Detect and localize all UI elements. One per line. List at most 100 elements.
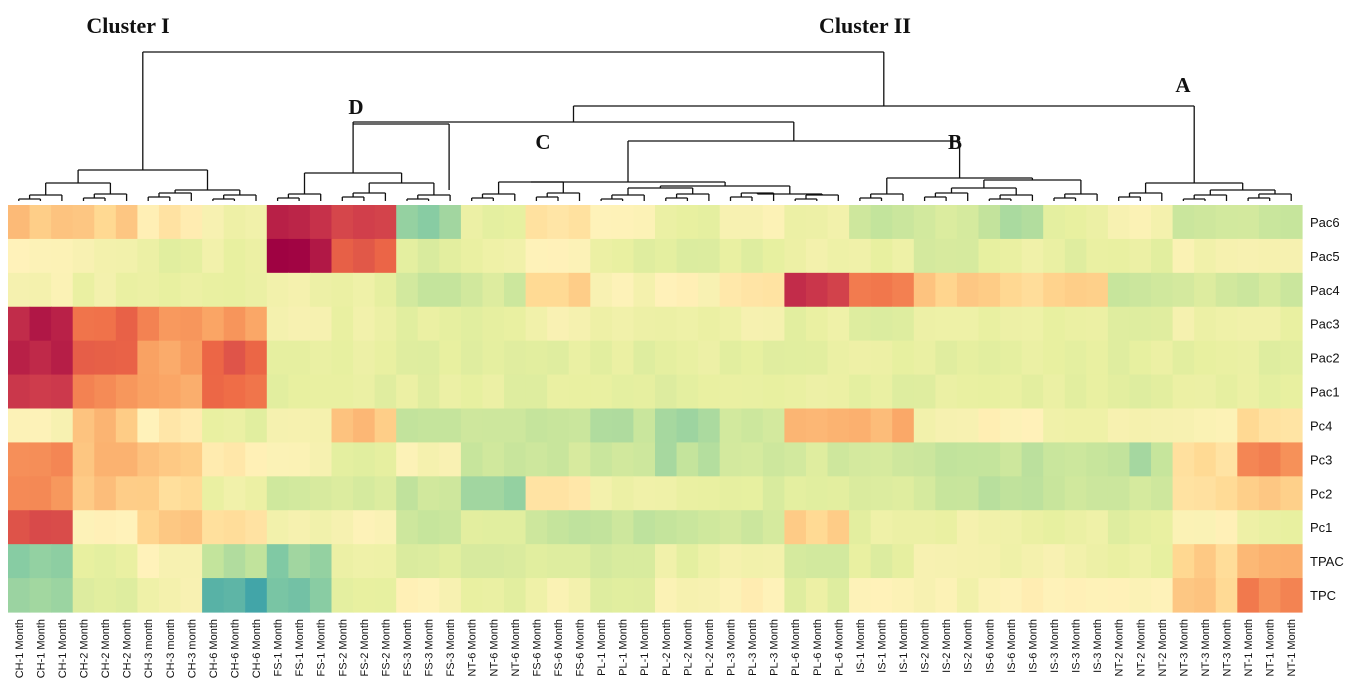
heatmap-cell-pac3-30 bbox=[633, 306, 656, 342]
heatmap-cell-tpac-16 bbox=[331, 544, 354, 579]
heatmap-cell-pc3-14 bbox=[288, 442, 311, 477]
heatmap-cell-pac6-45 bbox=[956, 205, 980, 240]
heatmap-cell-pc2-50 bbox=[1064, 476, 1087, 511]
heatmap-cell-pc3-29 bbox=[611, 442, 635, 477]
heatmap-cell-pac2-48 bbox=[1021, 340, 1044, 376]
heatmap-cell-pac6-36 bbox=[762, 205, 785, 240]
heatmap-cell-pac3-45 bbox=[956, 306, 980, 342]
column-label-43: IS-2 Month bbox=[920, 619, 932, 673]
heatmap-cell-tpac-56 bbox=[1194, 544, 1217, 579]
heatmap-cell-pc1-16 bbox=[331, 510, 354, 545]
heatmap-cell-tpc-46 bbox=[978, 578, 1001, 613]
heatmap-cell-tpc-9 bbox=[180, 578, 203, 613]
heatmap-cell-pac6-17 bbox=[353, 205, 376, 240]
heatmap-cell-pac4-53 bbox=[1129, 272, 1152, 308]
heatmap-cell-pac3-28 bbox=[590, 306, 613, 342]
heatmap-cell-pac6-43 bbox=[913, 205, 936, 240]
heatmap-cell-pac1-9 bbox=[180, 374, 203, 410]
cluster-II-label: Cluster II bbox=[819, 13, 911, 38]
heatmap-cell-pac4-12 bbox=[245, 272, 268, 308]
heatmap-cell-pc2-19 bbox=[396, 476, 419, 511]
heatmap-cell-pac1-37 bbox=[784, 374, 807, 410]
heatmap-cell-tpac-43 bbox=[913, 544, 936, 579]
heatmap-cell-pc2-56 bbox=[1194, 476, 1217, 511]
heatmap-cell-tpac-30 bbox=[633, 544, 656, 579]
heatmap-cell-pac2-50 bbox=[1064, 340, 1087, 376]
heatmap-cell-pac3-56 bbox=[1194, 306, 1217, 342]
heatmap-cell-pac5-4 bbox=[72, 238, 95, 274]
heatmap-cell-pac6-52 bbox=[1107, 205, 1131, 240]
column-label-30: PL-1 Month bbox=[639, 619, 651, 676]
heatmap-cell-pc1-24 bbox=[504, 510, 527, 545]
heatmap-cell-pac1-40 bbox=[849, 374, 872, 410]
heatmap-cell-tpc-52 bbox=[1107, 578, 1131, 613]
heatmap-cell-pc4-18 bbox=[374, 408, 397, 444]
heatmap-cell-pac1-1 bbox=[8, 374, 31, 410]
heatmap-cell-tpc-10 bbox=[202, 578, 225, 613]
heatmap-cell-pac1-26 bbox=[547, 374, 570, 410]
heatmap-cell-tpc-42 bbox=[892, 578, 915, 613]
heatmap-cell-pac2-23 bbox=[482, 340, 505, 376]
heatmap-cell-pac2-39 bbox=[827, 340, 850, 376]
heatmap-cell-tpac-23 bbox=[482, 544, 505, 579]
heatmap-cell-pc2-58 bbox=[1237, 476, 1260, 511]
heatmap-cell-pac5-48 bbox=[1021, 238, 1044, 274]
column-label-47: IS-6 Month bbox=[1006, 619, 1018, 673]
heatmap-cell-tpac-20 bbox=[417, 544, 440, 579]
heatmap-cell-pc4-16 bbox=[331, 408, 354, 444]
heatmap-cell-pac3-35 bbox=[741, 306, 764, 342]
heatmap-cell-pac3-44 bbox=[935, 306, 958, 342]
heatmap-cell-pac3-3 bbox=[51, 306, 74, 342]
heatmap-cell-pc1-10 bbox=[202, 510, 225, 545]
heatmap-cell-pc3-12 bbox=[245, 442, 268, 477]
heatmap-cell-pac6-55 bbox=[1172, 205, 1195, 240]
heatmap-cell-pac3-8 bbox=[158, 306, 182, 342]
heatmap-cell-pac2-36 bbox=[762, 340, 785, 376]
heatmap-cell-pac1-32 bbox=[676, 374, 699, 410]
heatmap-cell-tpac-46 bbox=[978, 544, 1001, 579]
heatmap-cell-pac3-19 bbox=[396, 306, 419, 342]
heatmap-cell-pc1-49 bbox=[1043, 510, 1066, 545]
heatmap-cell-pac3-43 bbox=[913, 306, 936, 342]
column-label-22: NT-6 Month bbox=[467, 619, 479, 676]
heatmap-cell-pc2-8 bbox=[158, 476, 182, 511]
heatmap-cell-pac4-27 bbox=[568, 272, 591, 308]
column-label-7: CH-3 month bbox=[143, 619, 155, 678]
column-label-28: PL-1 Month bbox=[596, 619, 608, 676]
heatmap-cell-pc4-38 bbox=[805, 408, 829, 444]
heatmap-cell-pac5-34 bbox=[719, 238, 742, 274]
heatmap-cell-tpc-4 bbox=[72, 578, 95, 613]
heatmap-cell-pac1-28 bbox=[590, 374, 613, 410]
heatmap-cell-pc2-57 bbox=[1215, 476, 1238, 511]
heatmap-cell-pac1-27 bbox=[568, 374, 591, 410]
heatmap-cell-pac5-10 bbox=[202, 238, 225, 274]
heatmap-cell-pac3-11 bbox=[223, 306, 246, 342]
row-label-pac3: Pac3 bbox=[1310, 317, 1340, 332]
heatmap-cell-pc2-59 bbox=[1258, 476, 1282, 511]
column-label-52: NT-2 Month bbox=[1114, 619, 1126, 676]
heatmap-cell-pc1-4 bbox=[72, 510, 95, 545]
heatmap-cell-pc4-31 bbox=[655, 408, 678, 444]
heatmap-cell-pac3-58 bbox=[1237, 306, 1260, 342]
heatmap-cell-pac3-22 bbox=[460, 306, 484, 342]
heatmap-cell-pac2-24 bbox=[504, 340, 527, 376]
heatmap-cell-pc2-21 bbox=[439, 476, 462, 511]
heatmap-cell-pac2-26 bbox=[547, 340, 570, 376]
heatmap-cell-tpc-24 bbox=[504, 578, 527, 613]
heatmap-cell-pc2-60 bbox=[1280, 476, 1303, 511]
heatmap-cell-pac2-19 bbox=[396, 340, 419, 376]
heatmap-cell-pac5-43 bbox=[913, 238, 936, 274]
heatmap-cell-tpac-29 bbox=[611, 544, 635, 579]
heatmap-cell-tpac-5 bbox=[94, 544, 117, 579]
heatmap-cell-pac5-3 bbox=[51, 238, 74, 274]
heatmap-cell-pc4-19 bbox=[396, 408, 419, 444]
heatmap-cell-pc3-46 bbox=[978, 442, 1001, 477]
heatmap-cell-pac1-11 bbox=[223, 374, 246, 410]
row-label-pac4: Pac4 bbox=[1310, 283, 1340, 298]
heatmap-cell-pc3-1 bbox=[8, 442, 31, 477]
heatmap-cell-pac2-55 bbox=[1172, 340, 1195, 376]
heatmap-cell-pc1-9 bbox=[180, 510, 203, 545]
heatmap-cell-tpac-14 bbox=[288, 544, 311, 579]
heatmap-cell-pac4-58 bbox=[1237, 272, 1260, 308]
column-label-49: IS-3 Month bbox=[1049, 619, 1061, 673]
